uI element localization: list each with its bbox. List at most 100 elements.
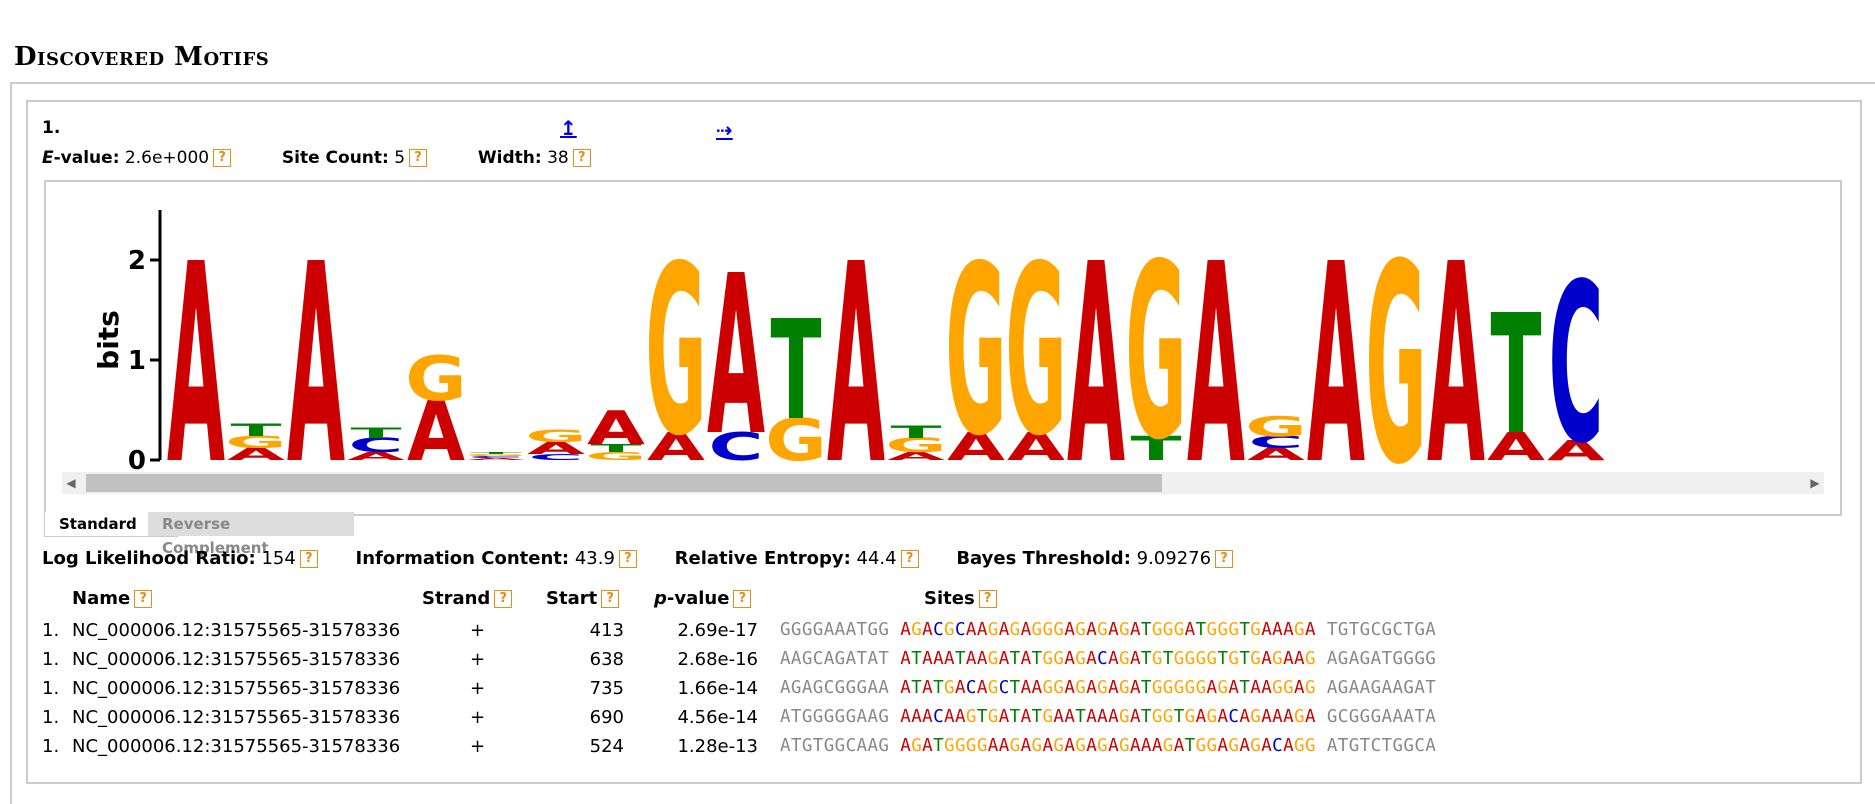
help-icon[interactable]: ?: [572, 149, 591, 167]
pvalue-value: 2.69e-17: [677, 620, 758, 641]
column-header-strand[interactable]: Strand?: [422, 588, 513, 609]
logo-letter-a: A: [1247, 445, 1305, 464]
logo-letter-g: G: [885, 434, 946, 456]
start-value: 413: [589, 620, 624, 641]
bayes-threshold-value: 9.09276: [1136, 548, 1212, 569]
site-sequence: AAGCAGATAT ATAAATAAGATATGGAGACAGATGTGGGG…: [780, 649, 1436, 669]
help-icon[interactable]: ?: [494, 590, 513, 608]
scroll-right-icon[interactable]: ▶: [1810, 476, 1820, 490]
help-icon[interactable]: ?: [618, 550, 637, 568]
site-sequence: AGAGCGGGAA ATATGACAGCTAAGGAGAGAGATGGGGGA…: [780, 678, 1436, 698]
start-value: 524: [589, 736, 624, 757]
row-index: 1.: [42, 707, 60, 728]
logo-letter-a: A: [347, 450, 406, 463]
left-flank: GGGGAAATGG: [780, 620, 901, 640]
right-flank: TGTGCGCTGA: [1315, 620, 1437, 640]
scroll-left-icon[interactable]: ◀: [66, 476, 76, 490]
logo-letter-a: A: [1427, 206, 1485, 472]
tab-reverse-complement[interactable]: Reverse Complement: [148, 512, 354, 557]
logo-letter-g: G: [465, 453, 526, 456]
logo-letter-c: C: [1549, 237, 1604, 472]
logo-letter-g: G: [585, 450, 647, 463]
logo-letter-a: A: [587, 401, 645, 456]
pvalue-value: 2.68e-16: [677, 649, 758, 670]
logo-letter-g: G: [645, 215, 707, 472]
help-icon[interactable]: ?: [409, 149, 428, 167]
site-sequence: GGGGAAATGG AGACGCAAGAGAGGGAGAGAGATGGGATG…: [780, 620, 1436, 640]
width-label: Width:: [477, 148, 542, 168]
table-row: 1. NC_000006.12:31575565-31578336 +690 4.56…: [0, 707, 1875, 735]
help-icon[interactable]: ?: [1215, 550, 1234, 568]
help-icon[interactable]: ?: [213, 149, 232, 167]
strand-value: +: [470, 620, 486, 641]
column-header-start[interactable]: Start?: [546, 588, 620, 609]
site-count-label: Site Count:: [281, 148, 389, 168]
right-flank: ATGTCTGGCA: [1315, 736, 1437, 756]
pvalue-value: 1.28e-13: [677, 736, 758, 757]
logo-letter-g: G: [405, 343, 467, 415]
site-core: AGACGCAAGAGAGGGAGAGAGATGGGATGGGTGAAAGA: [900, 620, 1316, 640]
logo-letter-g: G: [1365, 206, 1427, 472]
logo-letter-g: G: [1125, 213, 1187, 472]
logo-letter-g: G: [1005, 215, 1067, 472]
logo-letter-g: G: [945, 215, 1007, 472]
site-core: ATAAATAAGATATGGAGACAGATGTGGGGTGTGAGAAG: [900, 649, 1316, 669]
scrollbar-thumb[interactable]: [86, 474, 1162, 492]
row-index: 1.: [42, 620, 60, 641]
logo-horizontal-scrollbar[interactable]: ◀ ▶: [62, 472, 1824, 494]
logo-letter-a: A: [1487, 425, 1545, 470]
column-header-pvalue[interactable]: p-value?: [654, 588, 752, 609]
help-icon[interactable]: ?: [134, 590, 153, 608]
table-row: 1. NC_000006.12:31575565-31578336 +524 1.28…: [0, 736, 1875, 764]
left-flank: ATGGGGGAAG: [780, 707, 901, 727]
column-header-name[interactable]: Name?: [72, 588, 153, 609]
logo-letter-a: A: [527, 439, 585, 458]
pvalue-value: 4.56e-14: [677, 707, 758, 728]
logo-letter-a: A: [707, 229, 765, 472]
right-flank: AGAGATGGGG: [1315, 649, 1437, 669]
sequence-name: NC_000006.12:31575565-31578336: [72, 707, 401, 728]
right-flank: AGAAGAAGAT: [1315, 678, 1437, 698]
site-count-value: 5: [394, 148, 406, 168]
evalue-label: -value:: [53, 148, 120, 168]
logo-letter-t: T: [230, 421, 281, 440]
logo-letter-t: T: [350, 425, 401, 441]
column-header-sites[interactable]: Sites?: [924, 588, 997, 609]
motif-panel: [26, 100, 1862, 784]
next-motif-link[interactable]: ⇢: [716, 118, 733, 142]
logo-letter-t: T: [590, 442, 642, 455]
help-icon[interactable]: ?: [601, 590, 620, 608]
logo-letter-a: A: [647, 425, 705, 470]
logo-letter-a: A: [887, 450, 946, 463]
pvalue-value: 1.66e-14: [677, 678, 758, 699]
help-icon[interactable]: ?: [733, 590, 752, 608]
evalue-value: 2.6e+000: [124, 148, 210, 168]
logo-letter-a: A: [827, 206, 885, 472]
logo-letter-a: A: [1307, 206, 1365, 472]
logo-letter-t: T: [1490, 280, 1541, 472]
information-content-value: 43.9: [574, 548, 615, 569]
left-flank: AAGCAGATAT: [780, 649, 901, 669]
logo-letter-c: C: [528, 452, 583, 462]
logo-letter-a: A: [1187, 206, 1245, 472]
site-core: AGATGGGGAAGAGAGAGAGAGAAAGATGGAGAGACAGG: [900, 736, 1316, 756]
site-sequence: ATGTGGCAAG AGATGGGGAAGAGAGAGAGAGAAAGATGG…: [780, 736, 1436, 756]
logo-letter-g: G: [765, 407, 827, 472]
strand-value: +: [470, 736, 486, 757]
table-row: 1. NC_000006.12:31575565-31578336 +638 2.68…: [0, 649, 1875, 677]
sequence-name: NC_000006.12:31575565-31578336: [72, 649, 401, 670]
motif-number: 1.: [42, 118, 61, 138]
left-flank: AGAGCGGGAA: [780, 678, 901, 698]
relative-entropy-label: Relative Entropy:: [674, 548, 851, 569]
logo-letter-c: C: [468, 455, 523, 458]
sequence-name: NC_000006.12:31575565-31578336: [72, 620, 401, 641]
help-icon[interactable]: ?: [978, 590, 997, 608]
logo-letter-a: A: [1007, 425, 1065, 470]
help-icon[interactable]: ?: [299, 550, 318, 568]
section-frame: [10, 82, 1875, 804]
logo-letter-a: A: [467, 457, 525, 460]
scroll-to-top-link[interactable]: ↥: [560, 116, 577, 140]
help-icon[interactable]: ?: [900, 550, 919, 568]
strand-value: +: [470, 649, 486, 670]
logo-letter-t: T: [770, 291, 821, 451]
